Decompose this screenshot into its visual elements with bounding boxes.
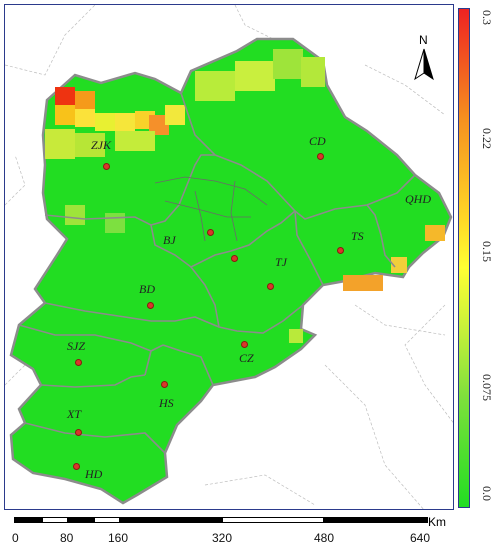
- legend-tick: 0.3: [480, 10, 494, 25]
- beijing-districts: [154, 176, 268, 242]
- city-dot: [337, 247, 344, 254]
- heat-patches: [45, 49, 445, 343]
- north-arrow: N: [409, 33, 439, 89]
- city-label: QHD: [405, 192, 431, 206]
- city-dot: [231, 255, 238, 262]
- scale-bar: [14, 517, 428, 527]
- city-dot: [75, 359, 82, 366]
- city-dot: [207, 229, 214, 236]
- scale-label: 0: [12, 531, 19, 545]
- city-label: XT: [67, 407, 82, 421]
- hebei-region: [9, 37, 453, 505]
- scale-label: 480: [314, 531, 335, 545]
- city-label: HS: [159, 396, 174, 410]
- map-canvas: [5, 5, 453, 509]
- legend-tick: 0.075: [480, 374, 494, 401]
- map-frame: N ZJK CD QHD BJ TS TJ BD SJZ CZ: [4, 4, 454, 510]
- scale-label: 80: [60, 531, 74, 545]
- legend-tick: 0.22: [480, 128, 494, 149]
- background-boundaries: [5, 5, 453, 509]
- city-dot: [267, 283, 274, 290]
- city-dot: [147, 302, 154, 309]
- city-dot: [317, 153, 324, 160]
- city-dot: [73, 463, 80, 470]
- legend-tick: 0.0: [480, 486, 494, 501]
- city-label: CZ: [239, 351, 254, 365]
- city-label: TJ: [275, 255, 287, 269]
- city-label: ZJK: [91, 138, 112, 152]
- city-dot: [75, 429, 82, 436]
- city-dot: [103, 163, 110, 170]
- city-dot: [241, 341, 248, 348]
- legend-tick: 0.15: [480, 241, 494, 262]
- scale-unit: Km: [428, 515, 446, 529]
- city-dot: [161, 381, 168, 388]
- city-label: BD: [139, 282, 155, 296]
- city-label: SJZ: [67, 339, 85, 353]
- scale-label: 320: [212, 531, 233, 545]
- legend-colorbar: [458, 8, 470, 508]
- north-label: N: [419, 33, 428, 47]
- prefecture-borders: [18, 92, 416, 454]
- city-label: TS: [351, 229, 364, 243]
- scale-label: 160: [108, 531, 129, 545]
- city-label: HD: [85, 467, 103, 481]
- north-arrow-icon: [414, 48, 434, 81]
- city-label: CD: [309, 134, 326, 148]
- scale-label: 640: [410, 531, 431, 545]
- city-label: BJ: [163, 233, 176, 247]
